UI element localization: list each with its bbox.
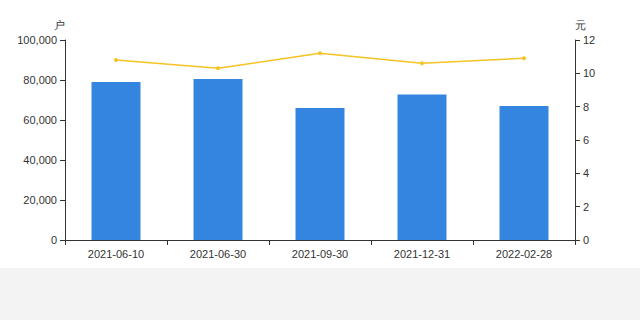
svg-text:20,000: 20,000 [23,194,57,206]
svg-text:2021-09-30: 2021-09-30 [292,248,348,260]
svg-text:2022-02-28: 2022-02-28 [496,248,552,260]
svg-text:8: 8 [583,101,589,113]
svg-text:0: 0 [51,234,57,246]
svg-text:10: 10 [583,67,595,79]
svg-text:0: 0 [583,234,589,246]
svg-text:元: 元 [575,19,586,31]
svg-text:4: 4 [583,167,589,179]
svg-text:40,000: 40,000 [23,154,57,166]
svg-text:100,000: 100,000 [17,34,57,46]
svg-text:12: 12 [583,34,595,46]
svg-text:6: 6 [583,134,589,146]
svg-text:2021-06-10: 2021-06-10 [88,248,144,260]
svg-text:2021-12-31: 2021-12-31 [394,248,450,260]
svg-text:60,000: 60,000 [23,114,57,126]
svg-text:2021-06-30: 2021-06-30 [190,248,246,260]
svg-text:户: 户 [54,19,65,31]
svg-text:2: 2 [583,201,589,213]
svg-text:80,000: 80,000 [23,74,57,86]
